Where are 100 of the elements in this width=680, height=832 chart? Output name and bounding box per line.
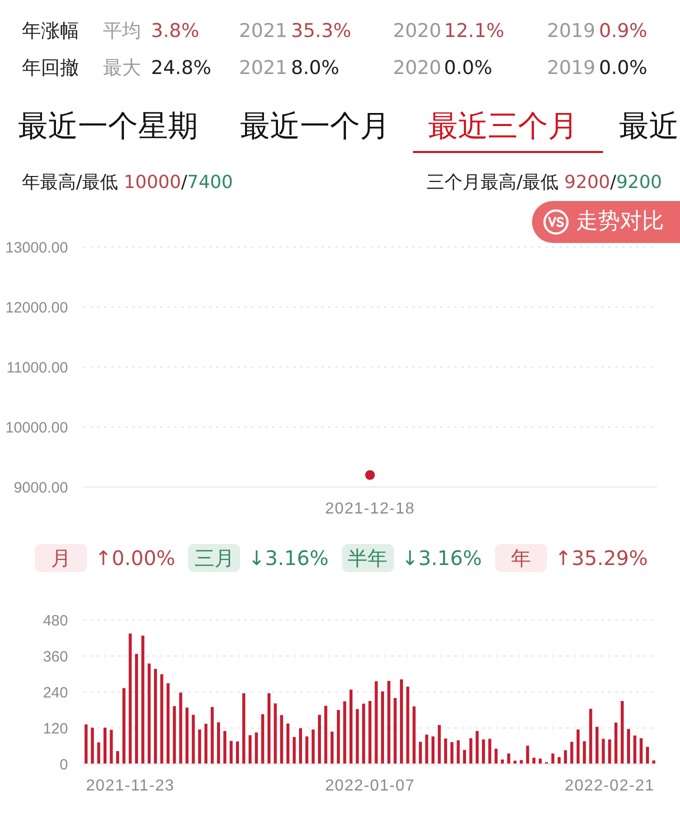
text: 年回撤 bbox=[22, 57, 79, 79]
text: 2021 bbox=[239, 57, 288, 79]
bar bbox=[186, 708, 188, 764]
text: 35.3% bbox=[291, 20, 352, 42]
bar bbox=[514, 760, 516, 764]
bar bbox=[463, 750, 466, 764]
bar bbox=[292, 737, 296, 764]
y-tick-label: 13000.00 bbox=[5, 239, 68, 256]
bar bbox=[254, 732, 258, 764]
bar bbox=[608, 739, 612, 764]
bar bbox=[223, 731, 226, 764]
bar bbox=[589, 708, 592, 764]
bar bbox=[558, 757, 561, 764]
text: 最大 bbox=[103, 57, 141, 79]
text: 最近一个星期 bbox=[18, 109, 198, 144]
bar bbox=[394, 698, 397, 764]
bar bbox=[166, 683, 170, 764]
x-tick-label: 2022-01-07 bbox=[325, 777, 415, 794]
bar bbox=[280, 715, 284, 764]
text: 24.8% bbox=[151, 57, 212, 79]
bar bbox=[400, 679, 403, 764]
bar bbox=[476, 731, 479, 764]
text: 最近三个月 bbox=[428, 109, 578, 144]
bar bbox=[97, 742, 100, 764]
bar bbox=[217, 722, 220, 764]
bar bbox=[406, 686, 410, 764]
text: 2020 bbox=[393, 57, 442, 79]
bar bbox=[444, 738, 448, 764]
x-tick-label: 2022-02-21 bbox=[564, 777, 655, 794]
bar bbox=[596, 726, 598, 764]
text: ↑35.29% bbox=[554, 546, 648, 570]
x-tick-label: 2021-11-23 bbox=[86, 777, 175, 794]
bar bbox=[110, 730, 113, 764]
bar bbox=[312, 730, 315, 764]
text: 12.1% bbox=[444, 20, 504, 42]
button: 走势对比 bbox=[532, 201, 680, 243]
bar bbox=[305, 736, 308, 764]
tag: 半年 bbox=[342, 544, 394, 572]
bar bbox=[356, 709, 359, 764]
bar bbox=[564, 750, 567, 764]
bar bbox=[324, 706, 328, 764]
y-tick-label: 12000.00 bbox=[5, 299, 68, 316]
bar bbox=[179, 692, 182, 764]
text: ↑0.00% bbox=[95, 546, 176, 570]
bar bbox=[192, 714, 195, 764]
bar bbox=[551, 754, 554, 764]
y-tick-label: 480 bbox=[42, 612, 68, 630]
y-tick-label: 0 bbox=[60, 756, 68, 774]
bar bbox=[627, 728, 630, 764]
bar bbox=[154, 668, 157, 764]
bar bbox=[274, 703, 277, 764]
text: 三个月最高/最低 9200/9200 bbox=[426, 172, 662, 194]
bar bbox=[135, 654, 138, 764]
bar bbox=[482, 739, 485, 764]
text: 2019 bbox=[547, 57, 596, 79]
bar bbox=[633, 736, 636, 764]
bar bbox=[198, 730, 202, 764]
bar bbox=[350, 690, 352, 764]
bar bbox=[286, 724, 290, 764]
text: 2019 bbox=[547, 20, 596, 42]
text: 2021 bbox=[239, 20, 288, 42]
text: ↓3.16% bbox=[402, 546, 482, 570]
bar bbox=[425, 734, 428, 764]
bar bbox=[90, 728, 94, 764]
bar bbox=[381, 691, 384, 764]
bar bbox=[230, 740, 233, 764]
bar bbox=[330, 732, 334, 764]
bar bbox=[343, 701, 346, 764]
tag: 月 bbox=[35, 544, 87, 572]
bar bbox=[418, 742, 422, 764]
bar bbox=[374, 681, 378, 764]
bar bbox=[362, 704, 366, 764]
bar bbox=[602, 738, 605, 764]
tag: 三月 bbox=[188, 544, 240, 572]
bar bbox=[336, 710, 340, 764]
bar bbox=[122, 688, 126, 764]
y-tick-label: 240 bbox=[42, 684, 68, 702]
bar bbox=[507, 754, 510, 764]
bar bbox=[116, 751, 120, 764]
bar bbox=[620, 701, 624, 764]
text: 8.0% bbox=[291, 57, 340, 79]
bar bbox=[299, 728, 302, 764]
bar bbox=[368, 701, 372, 764]
text: 0.9% bbox=[599, 20, 648, 42]
bar bbox=[438, 725, 441, 764]
bar bbox=[488, 738, 492, 764]
text: 年涨幅 bbox=[22, 20, 79, 42]
y-tick-label: 9000.00 bbox=[14, 479, 68, 496]
bar bbox=[640, 738, 643, 764]
bar bbox=[84, 724, 88, 764]
text: 0.0% bbox=[444, 57, 492, 79]
y-tick-label: 360 bbox=[42, 648, 68, 666]
text: 0.0% bbox=[599, 57, 648, 79]
text: 平均 bbox=[103, 20, 141, 42]
bar bbox=[570, 742, 574, 764]
text: 2020 bbox=[393, 20, 442, 42]
bar bbox=[141, 636, 144, 764]
bar bbox=[268, 693, 270, 764]
bar bbox=[387, 680, 390, 764]
bar bbox=[172, 706, 176, 764]
